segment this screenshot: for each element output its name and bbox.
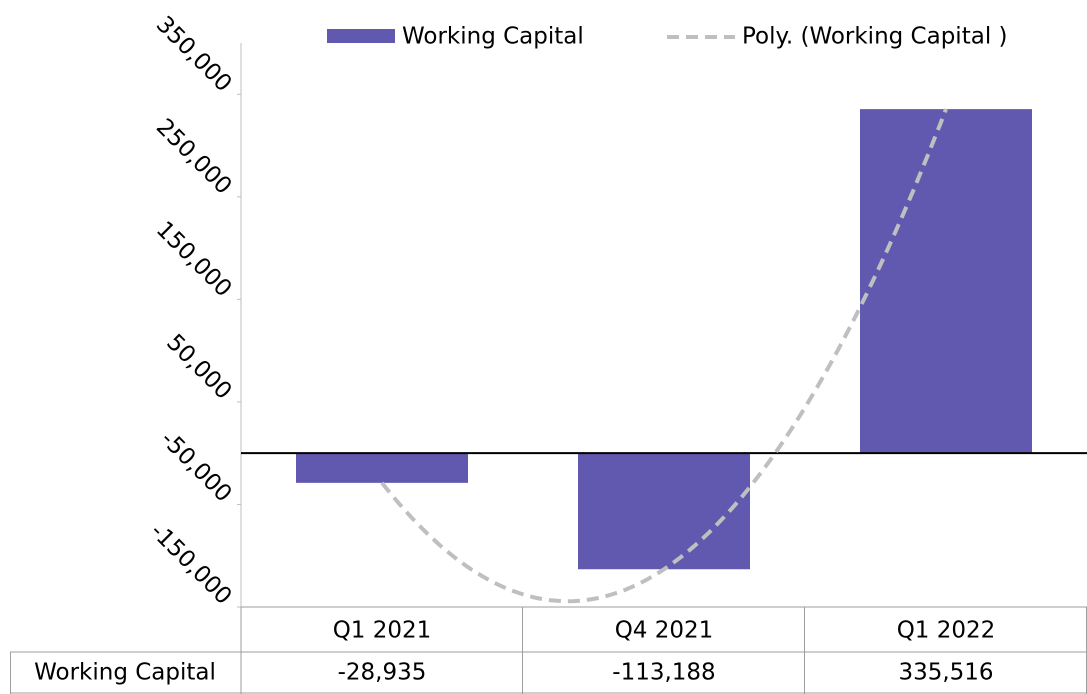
x-tick-label: Q4 2021 — [615, 618, 714, 644]
legend-label: Poly. (Working Capital ) — [742, 24, 1008, 50]
y-tick-label: -150,000 — [145, 518, 237, 610]
table-cell: 335,516 — [898, 660, 993, 686]
table-cell: -113,188 — [612, 660, 715, 686]
y-tick-label: 250,000 — [151, 114, 237, 200]
legend-swatch — [327, 29, 395, 43]
bar — [296, 453, 468, 483]
y-tick-label: 350,000 — [151, 11, 237, 97]
bar — [860, 109, 1032, 454]
y-tick-label: 150,000 — [151, 217, 237, 303]
x-tick-label: Q1 2022 — [897, 618, 996, 644]
y-tick-label: -50,000 — [155, 426, 236, 507]
trendline — [380, 108, 948, 604]
bar — [578, 453, 750, 570]
x-tick-label: Q1 2021 — [333, 618, 432, 644]
y-tick-label: 50,000 — [161, 329, 236, 404]
legend-label: Working Capital — [402, 24, 584, 50]
table-cell: -28,935 — [338, 660, 427, 686]
table-row-header: Working Capital — [34, 660, 216, 686]
